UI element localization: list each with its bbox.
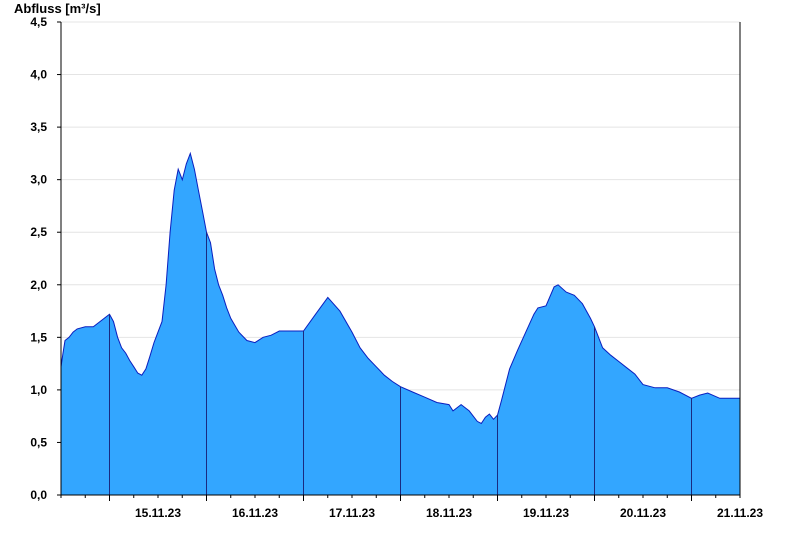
x-tick-labels: 15.11.23 16.11.23 17.11.23 18.11.23 19.11.23… (135, 506, 763, 520)
y-tick-label: 1,5 (30, 330, 47, 344)
axes (57, 21, 741, 501)
discharge-area (61, 153, 740, 495)
y-tick-label: 2,0 (30, 278, 47, 292)
y-tick-label: 3,0 (30, 173, 47, 187)
y-axis-title: Abfluss [m³/s] (14, 1, 101, 16)
discharge-line (60, 151, 741, 425)
x-tick-label: 18.11.23 (426, 506, 472, 520)
y-tick-label: 4,0 (30, 68, 47, 82)
y-tick-label: 4,5 (30, 15, 47, 29)
x-tick-label: 19.11.23 (523, 506, 569, 520)
y-tick-label: 1,0 (30, 383, 47, 397)
x-tick-label: 17.11.23 (329, 506, 375, 520)
x-tick-label: 15.11.23 (135, 506, 181, 520)
y-tick-label: 2,5 (30, 225, 47, 239)
plot-area (60, 151, 741, 495)
y-tick-label: 0,5 (30, 435, 47, 449)
y-tick-label: 0,0 (30, 488, 47, 502)
y-tick-labels: 0,0 0,5 1,0 1,5 2,0 2,5 3,0 3,5 4,0 4,5 (30, 15, 47, 502)
y-tick-label: 3,5 (30, 120, 47, 134)
x-tick-label: 16.11.23 (232, 506, 278, 520)
x-tick-label: 21.11.23 (717, 506, 763, 520)
x-tick-label: 20.11.23 (620, 506, 666, 520)
